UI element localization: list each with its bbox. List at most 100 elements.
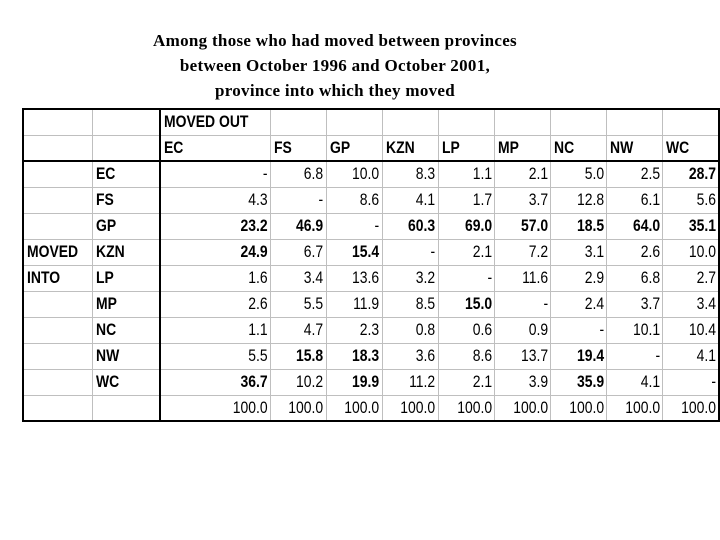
row-header-text: NC [96, 320, 117, 339]
header-row-moved-out: MOVED OUT [22, 108, 720, 136]
column-header-text: NC [554, 137, 575, 157]
value-cell: 23.2 [178, 212, 271, 240]
value-cell: 28.7 [672, 160, 720, 188]
column-header: WC [662, 134, 720, 162]
value-cell: 0.9 [504, 316, 552, 344]
table-title: Among those who had moved between provin… [110, 28, 560, 103]
value-cell: 12.8 [560, 186, 608, 214]
value-cell: 8.6 [336, 186, 383, 214]
value-cell: 3.6 [392, 342, 439, 370]
moved-out-label-text: MOVED OUT [163, 112, 249, 132]
value-cell: 64.0 [616, 212, 664, 240]
value-cell: 5.6 [672, 186, 720, 214]
column-header-text: LP [442, 137, 460, 157]
value-cell: - [336, 212, 383, 240]
value-cell: 10.2 [280, 368, 327, 396]
value-cell: 4.7 [280, 316, 327, 344]
value-cell: 2.1 [504, 160, 552, 188]
value-cell: 6.8 [616, 264, 664, 292]
table-row: MOVED KZN 24.9 6.7 15.4-2.1 7.2 3.1 2.6 10.0 [22, 238, 720, 266]
value-cell: 0.6 [448, 316, 495, 344]
side-blank [22, 290, 94, 318]
column-header-text: NW [610, 137, 634, 157]
row-header: GP [92, 212, 161, 240]
moved-into-label-text: MOVED [27, 242, 79, 261]
value-cell: 18.5 [560, 212, 608, 240]
value-cell: 6.8 [280, 160, 327, 188]
value-cell: 13.6 [336, 264, 383, 292]
value-cell: 15.4 [336, 238, 383, 266]
value-cell: - [280, 186, 327, 214]
value-cell: 46.9 [280, 212, 327, 240]
column-header: KZN [381, 134, 440, 162]
table-row: GP 23.2 46.9-60.3 69.0 57.0 18.5 64.0 35.1 [22, 212, 720, 240]
row-header: LP [92, 264, 161, 292]
value-cell: 2.9 [560, 264, 608, 292]
header-blank [325, 108, 383, 136]
value-cell: - [448, 264, 495, 292]
value-cell: 18.3 [336, 342, 383, 370]
total-cell: 100.0 [178, 394, 271, 422]
table-row: WC 36.7 10.2 19.9 11.2 2.1 3.9 35.9 4.1- [22, 368, 720, 396]
side-blank [22, 342, 94, 370]
row-header: WC [92, 368, 161, 396]
value-cell: 1.1 [448, 160, 495, 188]
value-cell: 1.1 [178, 316, 271, 344]
side-blank [22, 212, 94, 240]
moved-into-label-text: INTO [27, 268, 61, 287]
side-blank [22, 316, 94, 344]
table-row: INTO LP 1.6 3.4 13.6 3.2-11.6 2.9 6.8 2.7 [22, 264, 720, 292]
value-cell: 3.9 [504, 368, 552, 396]
table-row: FS 4.3-8.6 4.1 1.7 3.7 12.8 6.1 5.6 [22, 186, 720, 214]
value-cell: 11.9 [336, 290, 383, 318]
column-header-text: KZN [385, 137, 415, 157]
value-cell: 4.1 [392, 186, 439, 214]
column-header: FS [269, 134, 327, 162]
value-cell: 5.0 [560, 160, 608, 188]
value-cell: 24.9 [178, 238, 271, 266]
value-cell: 3.7 [504, 186, 552, 214]
moved-into-label: MOVED [22, 238, 94, 266]
title-line-1: Among those who had moved between provin… [153, 31, 517, 50]
table-row: MP 2.6 5.5 11.9 8.5 15.0-2.4 3.7 3.4 [22, 290, 720, 318]
column-header: EC [158, 134, 271, 162]
value-cell: 0.8 [392, 316, 439, 344]
header-blank [662, 108, 720, 136]
value-cell: 4.1 [616, 368, 664, 396]
side-blank [22, 160, 94, 188]
total-cell: 100.0 [392, 394, 439, 422]
moved-into-label: INTO [22, 264, 94, 292]
value-cell: 2.7 [672, 264, 720, 292]
value-cell: 69.0 [448, 212, 495, 240]
value-cell: 19.9 [336, 368, 383, 396]
moved-out-label: MOVED OUT [158, 108, 271, 136]
side-blank [22, 368, 94, 396]
total-cell: 100.0 [672, 394, 720, 422]
row-header: KZN [92, 238, 161, 266]
totals-row: 100.0 100.0 100.0 100.0 100.0 100.0 100.0 100.0… [22, 394, 720, 422]
value-cell: 2.5 [616, 160, 664, 188]
value-cell: 1.7 [448, 186, 495, 214]
column-header: NC [550, 134, 608, 162]
row-header-text: KZN [96, 242, 126, 261]
value-cell: 11.2 [392, 368, 439, 396]
total-cell: 100.0 [280, 394, 327, 422]
value-cell: 15.8 [280, 342, 327, 370]
side-blank-2 [92, 394, 161, 422]
value-cell: 2.1 [448, 368, 495, 396]
value-cell: 19.4 [560, 342, 608, 370]
value-cell: 4.3 [178, 186, 271, 214]
value-cell: 3.4 [280, 264, 327, 292]
corner-cell [22, 108, 94, 136]
value-cell: 2.4 [560, 290, 608, 318]
value-cell: 8.5 [392, 290, 439, 318]
side-blank [22, 186, 94, 214]
column-header-text: GP [329, 137, 351, 157]
header-blank [437, 108, 496, 136]
value-cell: - [392, 238, 439, 266]
value-cell: 2.6 [616, 238, 664, 266]
row-header: EC [92, 160, 161, 188]
side-blank [22, 394, 94, 422]
column-header-text: WC [666, 137, 690, 157]
value-cell: 57.0 [504, 212, 552, 240]
